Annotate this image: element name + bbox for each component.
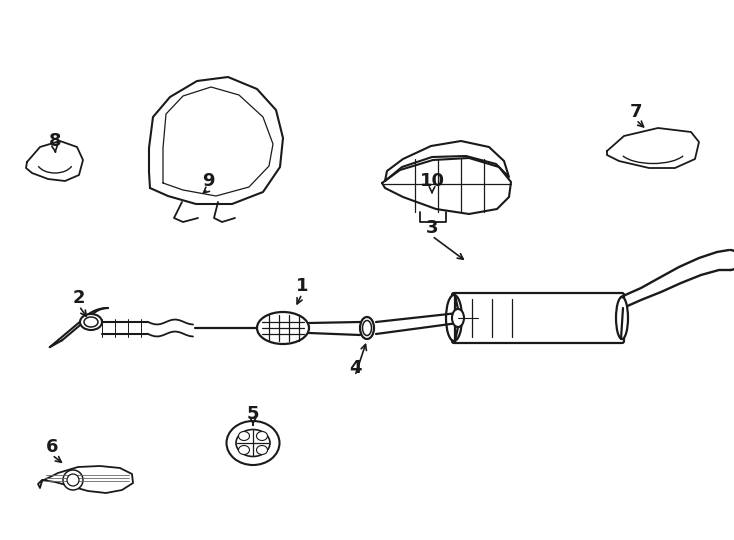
Text: 5: 5: [247, 405, 259, 423]
Polygon shape: [607, 128, 699, 168]
Polygon shape: [149, 77, 283, 204]
Text: 10: 10: [420, 172, 445, 190]
Text: 6: 6: [46, 438, 58, 456]
Ellipse shape: [616, 297, 628, 339]
Polygon shape: [382, 158, 511, 214]
Ellipse shape: [446, 295, 462, 341]
Ellipse shape: [84, 317, 98, 327]
Ellipse shape: [360, 317, 374, 339]
Ellipse shape: [239, 431, 250, 441]
Ellipse shape: [236, 429, 270, 456]
Text: 4: 4: [349, 359, 361, 377]
Ellipse shape: [257, 312, 309, 344]
Polygon shape: [385, 141, 509, 181]
FancyBboxPatch shape: [452, 293, 624, 343]
Polygon shape: [455, 295, 458, 341]
Ellipse shape: [256, 431, 267, 441]
Polygon shape: [38, 466, 133, 493]
Ellipse shape: [80, 314, 102, 330]
Text: 9: 9: [202, 172, 214, 190]
Ellipse shape: [67, 474, 79, 486]
Text: 3: 3: [426, 219, 438, 237]
Ellipse shape: [227, 421, 280, 465]
Ellipse shape: [239, 446, 250, 455]
Ellipse shape: [452, 309, 464, 327]
Ellipse shape: [363, 321, 371, 335]
Text: 8: 8: [48, 132, 62, 150]
Ellipse shape: [63, 470, 83, 490]
Polygon shape: [26, 141, 83, 181]
Text: 2: 2: [73, 289, 85, 307]
Text: 1: 1: [296, 277, 308, 295]
Ellipse shape: [256, 446, 267, 455]
Text: 7: 7: [630, 103, 642, 121]
